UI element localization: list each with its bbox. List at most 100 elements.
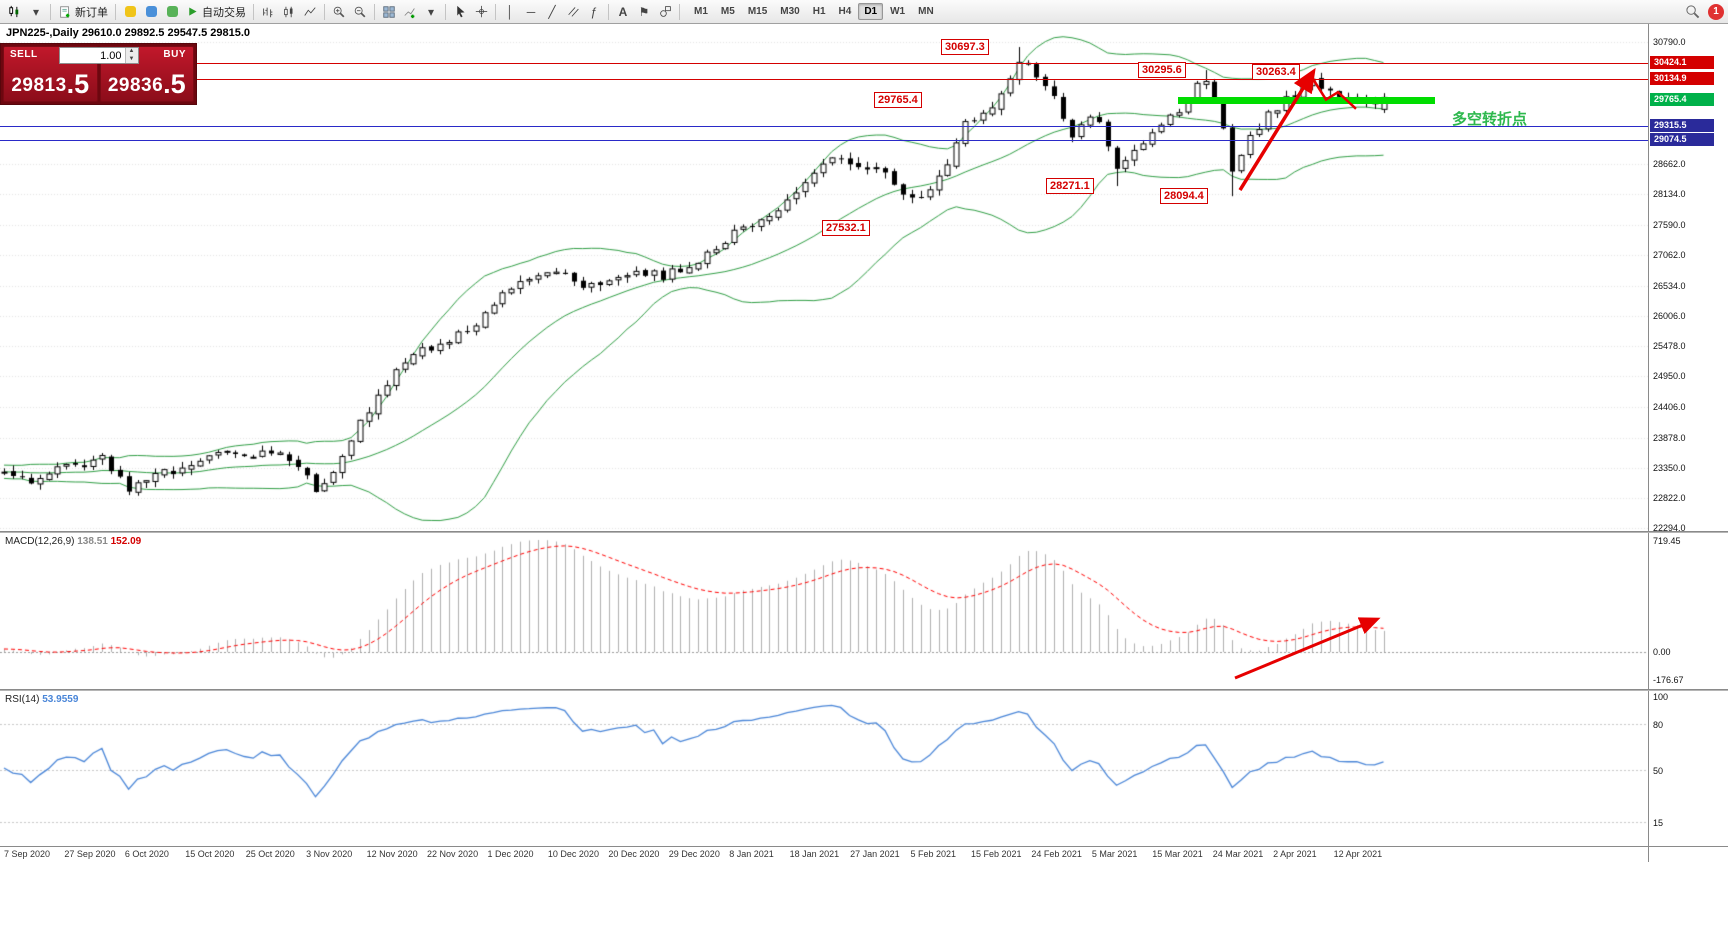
cursor-icon[interactable] <box>450 2 470 22</box>
date-axis-label: 3 Nov 2020 <box>306 849 353 859</box>
price-annotation[interactable]: 28271.1 <box>1046 178 1094 195</box>
horizontal-line-object[interactable] <box>0 140 1648 141</box>
volume-input[interactable] <box>59 48 125 63</box>
price-axis-separator <box>1648 24 1649 862</box>
chart-list-caret-icon[interactable]: ▾ <box>32 4 40 19</box>
horizontal-line-object[interactable] <box>0 126 1648 127</box>
notification-badge[interactable]: 1 <box>1708 3 1724 20</box>
date-axis-label: 7 Sep 2020 <box>4 849 51 859</box>
toolbar-separator <box>374 3 375 20</box>
price-annotation[interactable]: 28094.4 <box>1160 188 1208 205</box>
label-icon[interactable]: ⚑ <box>638 4 650 19</box>
turning-point-note: 多空转折点 <box>1452 111 1528 128</box>
date-axis-label: 15 Feb 2021 <box>970 849 1022 859</box>
line-chart-icon[interactable] <box>300 2 320 22</box>
price-level-badge: 29074.5 <box>1650 133 1714 146</box>
bar-chart-icon[interactable] <box>258 2 278 22</box>
templates-caret-icon[interactable]: ▾ <box>427 4 435 19</box>
horizontal-line-object[interactable] <box>0 79 1648 80</box>
autotrading-label: 自动交易 <box>202 6 246 19</box>
channel-icon[interactable] <box>563 2 583 22</box>
to (olbar-separator <box>445 3 446 20</box>
candlestick-chart-icon[interactable] <box>279 2 299 22</box>
text-icon[interactable]: A <box>618 4 628 19</box>
price-annotation[interactable]: 30263.4 <box>1252 63 1300 80</box>
date-axis-label: 18 Jan 2021 <box>789 849 840 859</box>
sell-price: 29813.5 <box>11 69 90 99</box>
rsi-axis-label: 100 <box>1653 692 1669 702</box>
timeframe-button-D1[interactable]: D1 <box>858 3 884 20</box>
date-axis-label: 10 Dec 2020 <box>547 849 599 859</box>
price-annotation[interactable]: 29765.4 <box>874 92 922 109</box>
date-axis-label: 1 Dec 2020 <box>487 849 534 859</box>
volume-control: ▲ ▼ <box>58 47 139 64</box>
date-axis-label: 15 Oct 2020 <box>185 849 235 859</box>
trendline-icon[interactable]: ╱ <box>548 4 556 19</box>
timeframe-button-H4[interactable]: H4 <box>838 6 852 17</box>
price-axis-label: 28134.0 <box>1653 188 1686 199</box>
crosshair-icon[interactable] <box>471 2 491 22</box>
zoom-out-icon[interactable] <box>350 2 370 22</box>
market-watch-icon[interactable] <box>120 2 140 22</box>
search-icon[interactable] <box>1682 2 1703 22</box>
strategy-tester-icon[interactable] <box>162 2 182 22</box>
support-zone-bar[interactable] <box>1178 97 1435 105</box>
panel-separator[interactable] <box>0 531 1728 533</box>
new-order-button[interactable]: 新订单 <box>55 2 111 22</box>
data-window-icon[interactable] <box>141 2 161 22</box>
main-toolbar: ▾ 新订单 自动交易 ▾ │ ─ ╱ ƒ A ⚑ M1 M5 M15 M30 H1 H4 D… <box>0 0 1728 24</box>
date-axis-label: 12 Apr 2021 <box>1333 849 1383 859</box>
date-axis-label: 29 Dec 2020 <box>668 849 720 859</box>
autotrading-button[interactable]: 自动交易 <box>183 2 249 22</box>
volume-down-button[interactable]: ▼ <box>128 55 135 62</box>
tile-windows-icon[interactable] <box>379 2 399 22</box>
horizontal-line-object[interactable] <box>0 63 1648 64</box>
shapes-icon[interactable] <box>655 2 675 22</box>
date-axis-label: 24 Mar 2021 <box>1212 849 1264 859</box>
toolbar-separator <box>253 3 254 20</box>
price-axis-label: 22822.0 <box>1653 493 1686 504</box>
date-axis-label: 5 Feb 2021 <box>910 849 957 859</box>
timeframe-button-W1[interactable]: W1 <box>890 6 906 17</box>
rsi-value: 53.9559 <box>42 694 79 705</box>
timeframe-button-MN[interactable]: MN <box>918 6 934 17</box>
timeframe-button-M5[interactable]: M5 <box>720 6 735 17</box>
price-axis-label: 23350.0 <box>1653 462 1686 473</box>
zoom-in-icon[interactable] <box>329 2 349 22</box>
toolbar-separator <box>679 3 680 20</box>
timeframe-button-H1[interactable]: H1 <box>812 6 826 17</box>
vertical-line-icon[interactable]: │ <box>506 4 514 19</box>
chart-window-icon[interactable] <box>4 2 25 22</box>
price-axis-label: 24950.0 <box>1653 371 1686 382</box>
toolbar-separator <box>324 3 325 20</box>
panel-separator <box>0 846 1728 847</box>
price-annotation[interactable]: 30697.3 <box>941 39 989 56</box>
date-axis-label: 2 Apr 2021 <box>1273 849 1317 859</box>
horizontal-line-icon[interactable]: ─ <box>526 4 536 19</box>
fibonacci-icon[interactable]: ƒ <box>590 4 598 19</box>
macd-value: 138.51 <box>77 536 108 547</box>
price-annotation[interactable]: 30295.6 <box>1138 62 1186 79</box>
buy-price: 29836.5 <box>107 69 186 99</box>
indicators-icon[interactable] <box>400 2 420 22</box>
one-click-trading-panel: SELL 29813.5 BUY 29836.5 ▲ ▼ <box>0 43 197 105</box>
date-axis-label: 25 Oct 2020 <box>245 849 295 859</box>
date-axis-label: 20 Dec 2020 <box>608 849 660 859</box>
price-axis-label: 25478.0 <box>1653 341 1686 352</box>
price-axis-label: 26534.0 <box>1653 280 1686 291</box>
timeframe-button-M30[interactable]: M30 <box>780 6 800 17</box>
price-level-badge: 29315.5 <box>1650 119 1714 132</box>
volume-up-button[interactable]: ▲ <box>128 48 135 54</box>
price-annotation[interactable]: 27532.1 <box>822 220 870 237</box>
sell-label: SELL <box>10 49 38 60</box>
new-order-label: 新订单 <box>75 6 108 19</box>
price-level-badge: 29765.4 <box>1650 93 1714 107</box>
timeframe-button-M1[interactable]: M1 <box>694 6 708 17</box>
toolbar-separator <box>50 3 51 20</box>
date-axis-label: 22 Nov 2020 <box>427 849 479 859</box>
price-axis-label: 28662.0 <box>1653 158 1686 169</box>
timeframe-button-M15[interactable]: M15 <box>747 6 768 17</box>
panel-separator[interactable] <box>0 689 1728 691</box>
